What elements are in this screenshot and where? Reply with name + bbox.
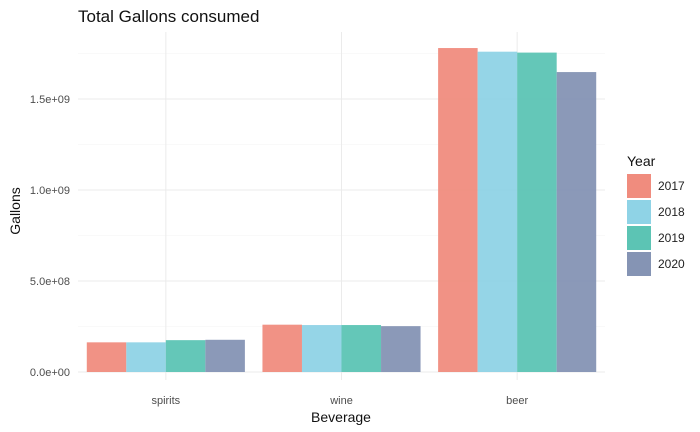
bar-wine-2018 [301,325,342,372]
legend-swatch [627,174,651,198]
x-axis-ticks: spirits wine beer [151,395,528,407]
bar-beer-2019 [517,52,557,373]
bar-spirits-2019 [165,340,206,372]
legend-label: 2017 [658,179,685,193]
bar-wine-2020 [381,326,421,372]
legend-swatch [627,200,651,224]
legend: Year 2017 2018 2019 2020 [627,153,685,276]
y-axis-title: Gallons [7,187,23,234]
legend-swatch [627,226,651,250]
legend-label: 2020 [658,257,685,271]
bar-wine-2019 [341,325,382,372]
legend-label: 2018 [658,205,685,219]
bar-spirits-2020 [205,339,245,372]
y-axis-ticks: 0.0e+00 5.0e+08 1.0e+09 1.5e+09 [30,94,70,379]
legend-title: Year [627,153,656,169]
x-tick-label: beer [506,395,528,407]
y-tick-label: 1.5e+09 [30,94,70,106]
chart-title: Total Gallons consumed [78,7,259,26]
bar-beer-2017 [438,48,478,372]
bar-beer-2018 [477,51,518,373]
legend-label: 2019 [658,231,685,245]
y-tick-label: 0.0e+00 [30,367,70,379]
y-tick-label: 1.0e+09 [30,185,70,197]
x-tick-label: wine [329,395,353,407]
x-tick-label: spirits [151,395,180,407]
bar-beer-2020 [556,72,597,373]
bar-spirits-2017 [86,342,127,372]
x-axis-title: Beverage [311,409,371,425]
bars [86,48,597,373]
bar-spirits-2018 [126,342,166,372]
y-tick-label: 5.0e+08 [30,276,70,288]
legend-swatch [627,252,651,276]
bar-wine-2017 [262,324,302,372]
